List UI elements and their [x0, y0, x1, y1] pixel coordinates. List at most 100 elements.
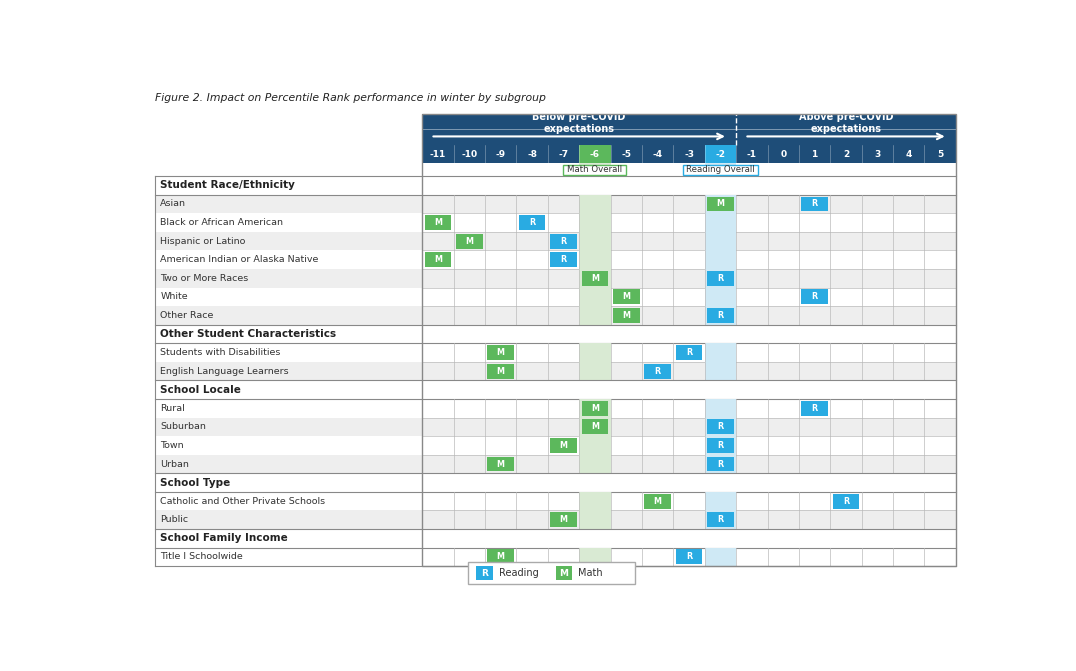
FancyBboxPatch shape [613, 289, 639, 304]
Text: 1: 1 [811, 150, 818, 158]
Text: M: M [560, 568, 568, 578]
Text: M: M [497, 348, 505, 357]
FancyBboxPatch shape [676, 550, 703, 564]
Text: Suburban: Suburban [160, 422, 207, 431]
FancyBboxPatch shape [487, 345, 514, 360]
Text: Students with Disabilities: Students with Disabilities [160, 348, 281, 357]
Text: 0: 0 [780, 150, 787, 158]
Text: Urban: Urban [160, 460, 189, 468]
Text: -11: -11 [429, 150, 447, 158]
FancyBboxPatch shape [155, 306, 422, 325]
FancyBboxPatch shape [555, 566, 572, 580]
FancyBboxPatch shape [705, 145, 736, 163]
FancyBboxPatch shape [705, 231, 736, 250]
FancyBboxPatch shape [705, 399, 736, 417]
Text: R: R [561, 237, 567, 246]
FancyBboxPatch shape [155, 288, 422, 306]
Text: -8: -8 [527, 150, 537, 158]
FancyBboxPatch shape [422, 250, 955, 269]
FancyBboxPatch shape [155, 250, 422, 269]
FancyBboxPatch shape [550, 513, 577, 527]
FancyBboxPatch shape [422, 492, 955, 511]
FancyBboxPatch shape [519, 215, 546, 230]
FancyBboxPatch shape [581, 419, 608, 434]
Text: Above pre-COVID
expectations: Above pre-COVID expectations [798, 111, 893, 134]
Text: Black or African American: Black or African American [160, 218, 283, 227]
Text: R: R [686, 552, 692, 562]
Text: 4: 4 [906, 150, 912, 158]
Text: R: R [718, 422, 723, 431]
FancyBboxPatch shape [579, 548, 610, 566]
Text: Reading: Reading [499, 568, 539, 578]
FancyBboxPatch shape [155, 529, 955, 548]
FancyBboxPatch shape [705, 269, 736, 288]
Text: M: M [497, 366, 505, 376]
Text: M: M [717, 199, 724, 209]
FancyBboxPatch shape [155, 362, 422, 380]
FancyBboxPatch shape [676, 345, 703, 360]
FancyBboxPatch shape [705, 436, 736, 455]
Text: English Language Learners: English Language Learners [160, 366, 289, 376]
Text: -1: -1 [747, 150, 756, 158]
Text: R: R [843, 497, 849, 506]
FancyBboxPatch shape [155, 195, 422, 213]
Text: R: R [654, 366, 661, 376]
Text: M: M [497, 552, 505, 562]
FancyBboxPatch shape [487, 364, 514, 378]
FancyBboxPatch shape [422, 145, 955, 163]
FancyBboxPatch shape [155, 548, 422, 566]
Text: Hispanic or Latino: Hispanic or Latino [160, 237, 245, 246]
FancyBboxPatch shape [422, 344, 955, 362]
FancyBboxPatch shape [705, 362, 736, 380]
Text: R: R [811, 293, 818, 301]
FancyBboxPatch shape [707, 197, 734, 211]
FancyBboxPatch shape [422, 213, 955, 231]
Text: -2: -2 [716, 150, 725, 158]
FancyBboxPatch shape [155, 455, 422, 473]
Text: R: R [561, 255, 567, 264]
FancyBboxPatch shape [707, 308, 734, 323]
FancyBboxPatch shape [579, 250, 610, 269]
FancyBboxPatch shape [579, 195, 610, 213]
Text: -4: -4 [652, 150, 663, 158]
Text: R: R [481, 568, 489, 578]
FancyBboxPatch shape [155, 492, 422, 511]
Text: Catholic and Other Private Schools: Catholic and Other Private Schools [160, 497, 325, 506]
FancyBboxPatch shape [581, 401, 608, 416]
FancyBboxPatch shape [155, 380, 955, 399]
Text: R: R [718, 274, 723, 282]
Text: R: R [811, 404, 818, 413]
Text: M: M [434, 218, 442, 227]
FancyBboxPatch shape [155, 436, 422, 455]
Text: -10: -10 [462, 150, 478, 158]
FancyBboxPatch shape [705, 492, 736, 511]
FancyBboxPatch shape [705, 306, 736, 325]
Text: Math Overall: Math Overall [567, 165, 622, 174]
Text: American Indian or Alaska Native: American Indian or Alaska Native [160, 255, 318, 264]
FancyBboxPatch shape [155, 473, 955, 492]
Text: M: M [465, 237, 473, 246]
FancyBboxPatch shape [155, 399, 422, 417]
FancyBboxPatch shape [707, 271, 734, 286]
Text: Student Race/Ethnicity: Student Race/Ethnicity [159, 180, 295, 191]
FancyBboxPatch shape [155, 511, 422, 529]
FancyBboxPatch shape [456, 234, 483, 248]
Text: M: M [560, 441, 567, 450]
Text: School Type: School Type [159, 478, 230, 488]
FancyBboxPatch shape [422, 511, 955, 529]
Text: 3: 3 [875, 150, 880, 158]
FancyBboxPatch shape [422, 231, 955, 250]
FancyBboxPatch shape [422, 417, 955, 436]
FancyBboxPatch shape [579, 231, 610, 250]
FancyBboxPatch shape [833, 494, 860, 509]
Text: M: M [591, 274, 599, 282]
Text: Two or More Races: Two or More Races [160, 274, 249, 282]
FancyBboxPatch shape [155, 344, 422, 362]
FancyBboxPatch shape [707, 456, 734, 472]
Text: M: M [622, 293, 631, 301]
Text: R: R [811, 199, 818, 209]
Text: M: M [560, 515, 567, 524]
FancyBboxPatch shape [422, 306, 955, 325]
FancyBboxPatch shape [579, 306, 610, 325]
Text: White: White [160, 293, 188, 301]
